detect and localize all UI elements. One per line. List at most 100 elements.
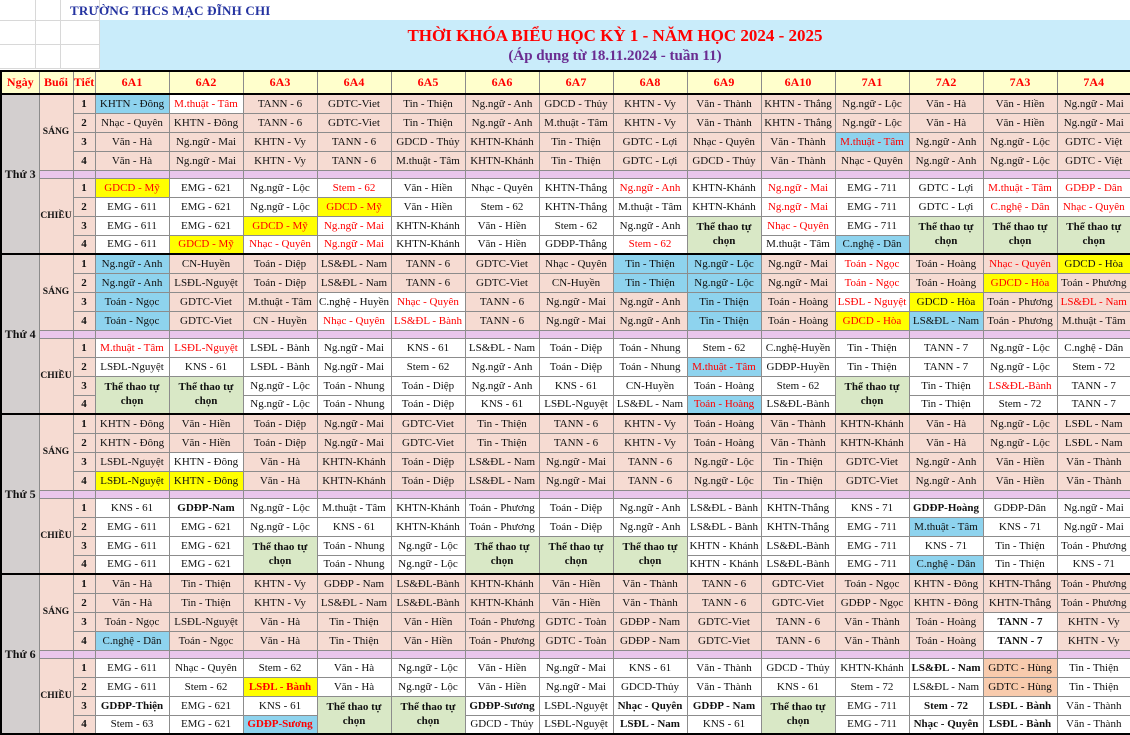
separator-cell <box>908 649 984 659</box>
subject-cell: Ng.ngữ - Lộc <box>242 177 318 198</box>
separator-cell <box>168 169 244 179</box>
subject-cell: KHTN - Vy <box>242 592 318 613</box>
subject-cell: Ng.ngữ - Mai <box>538 310 614 331</box>
subject-cell: TANN - 6 <box>316 131 392 152</box>
subject-cell: Toán - Hoàng <box>908 611 984 632</box>
subject-cell: Stem - 72 <box>1056 356 1130 377</box>
subject-cell: Ng.ngữ - Lộc <box>242 497 318 518</box>
subject-cell: Văn - Hiền <box>464 234 540 255</box>
subject-cell: Ng.ngữ - Lộc <box>982 337 1058 358</box>
subject-cell: EMG - 621 <box>168 554 244 575</box>
separator-cell <box>982 489 1058 499</box>
subject-cell: Ng.ngữ - Anh <box>612 177 688 198</box>
period-number: 2 <box>72 272 96 293</box>
subject-cell: EMG - 611 <box>94 535 170 556</box>
subject-cell: LS&ĐL - Nam <box>908 657 984 678</box>
subject-cell: Stem - 62 <box>538 215 614 236</box>
subject-cell: KHTN - Thắng <box>760 93 836 114</box>
subject-cell: Tin - Thiện <box>834 337 910 358</box>
subject-cell: Toán - Ngọc <box>834 573 910 594</box>
subject-cell: Toán - Ngọc <box>94 291 170 312</box>
subject-cell: Ng.ngữ - Lộc <box>686 451 762 472</box>
session-label: SÁNG <box>38 413 74 491</box>
subject-cell: Ng.ngữ - Anh <box>464 375 540 396</box>
subject-cell: KHTN - Đông <box>908 592 984 613</box>
subject-cell: GDCD-Thủy <box>612 676 688 697</box>
timetable-row: Thứ 4 SÁNG 1 Ng.ngữ - Anh CN-Huyền Toán - Diệ… <box>0 253 1130 415</box>
subject-cell: Ng.ngữ - Mai <box>316 432 392 453</box>
subject-cell: TANN - 6 <box>612 451 688 472</box>
separator-cell <box>538 169 614 179</box>
timetable-row: 2 EMG - 611 Stem - 62 LSĐL - Bành Văn - Hà Ng… <box>1 676 1130 697</box>
subject-cell: Văn - Thành <box>686 676 762 697</box>
separator-cell <box>168 329 244 339</box>
subject-cell: Văn - Thành <box>760 131 836 152</box>
subject-cell: Ng.ngữ - Lộc <box>982 413 1058 434</box>
subject-cell: LS&ĐL - Nam <box>612 394 688 415</box>
subject-cell: C.nghệ - Dân <box>982 196 1058 217</box>
period-number: 1 <box>72 253 96 274</box>
subject-cell: Văn - Hà <box>908 432 984 453</box>
subject-cell: KHTN - Vy <box>612 432 688 453</box>
separator-cell <box>612 489 688 499</box>
subject-cell: LS&ĐL-Bành <box>982 375 1058 396</box>
subject-cell: M.thuật - Tâm <box>834 131 910 152</box>
subject-cell: GDTC - Toàn <box>538 630 614 651</box>
subject-cell: Ng.ngữ - Mai <box>760 253 836 274</box>
subject-cell: Ng.ngữ - Anh <box>612 516 688 537</box>
subject-cell: LSĐL - Bành <box>982 695 1058 716</box>
period-number: 4 <box>72 470 96 491</box>
subject-cell: Tin - Thiện <box>908 394 984 415</box>
subject-cell: GDTC - Lợi <box>612 131 688 152</box>
subject-cell: EMG - 611 <box>94 215 170 236</box>
gridline <box>35 0 36 69</box>
separator-cell <box>686 649 762 659</box>
subject-cell: Ng.ngữ - Lộc <box>834 93 910 114</box>
session-label: SÁNG <box>38 573 74 651</box>
subject-cell: Ng.ngữ - Lộc <box>390 535 466 556</box>
subject-cell: KHTN - Đông <box>168 451 244 472</box>
subject-cell: GDTC-Viet <box>834 470 910 491</box>
subject-cell: Toán - Hoàng <box>908 272 984 293</box>
subject-cell: Ng.ngữ - Lộc <box>982 432 1058 453</box>
subject-cell: EMG - 711 <box>834 215 910 236</box>
subject-cell: GDĐP - Nam <box>612 630 688 651</box>
subject-cell: Tin - Thiện <box>390 112 466 133</box>
subject-cell: EMG - 621 <box>168 714 244 735</box>
subject-cell: EMG - 621 <box>168 215 244 236</box>
subject-cell: Ng.ngữ - Mai <box>538 451 614 472</box>
subject-cell: KHTN-Khánh <box>834 432 910 453</box>
subject-cell: C.nghệ-Huyền <box>760 337 836 358</box>
subject-cell: GDĐP-Dân <box>982 497 1058 518</box>
subject-cell: Tin - Thiện <box>612 272 688 293</box>
subject-cell: Văn - Hà <box>908 93 984 114</box>
period-number: 2 <box>72 592 96 613</box>
subject-cell: EMG - 621 <box>168 695 244 716</box>
separator-cell <box>38 169 74 179</box>
timetable-row: 2 Nhạc - Quyên KHTN - Đông TANN - 6 GDTC-Vie… <box>1 112 1130 133</box>
subject-cell: Ng.ngữ - Anh <box>612 310 688 331</box>
subject-cell: M.thuật - Tâm <box>612 196 688 217</box>
timetable-row: 3 Văn - Hà Ng.ngữ - Mai KHTN - Vy TANN - 6 GD… <box>1 131 1130 152</box>
separator-cell <box>982 329 1058 339</box>
subject-cell: KNS - 61 <box>612 657 688 678</box>
subject-cell: Toán - Nhung <box>316 394 392 415</box>
subject-cell: LS&ĐL - Nam <box>464 451 540 472</box>
subject-cell: LS&ĐL - Nam <box>316 253 392 274</box>
subject-cell: KNS - 61 <box>316 516 392 537</box>
subject-cell: Văn - Hà <box>94 131 170 152</box>
subject-cell: Ng.ngữ - Anh <box>464 356 540 377</box>
subject-cell: Văn - Hà <box>242 630 318 651</box>
class-column-header: 7A3 <box>982 70 1058 95</box>
subject-cell: Toán - Diệp <box>242 432 318 453</box>
subject-cell: Ng.ngữ - Lộc <box>686 272 762 293</box>
timetable-row: 4 LSĐL-Nguyệt KHTN - Đông Văn - Hà KHTN-Khán… <box>1 470 1130 491</box>
subject-cell: KHTN - Vy <box>242 150 318 171</box>
separator-cell <box>538 489 614 499</box>
subject-cell: KHTN - Vy <box>1056 611 1130 632</box>
subject-cell: TANN - 6 <box>538 413 614 434</box>
subject-cell: Toán - Diệp <box>538 516 614 537</box>
separator-cell <box>612 169 688 179</box>
subject-cell: LSĐL-Nguyệt <box>94 451 170 472</box>
period-number: 4 <box>72 630 96 651</box>
